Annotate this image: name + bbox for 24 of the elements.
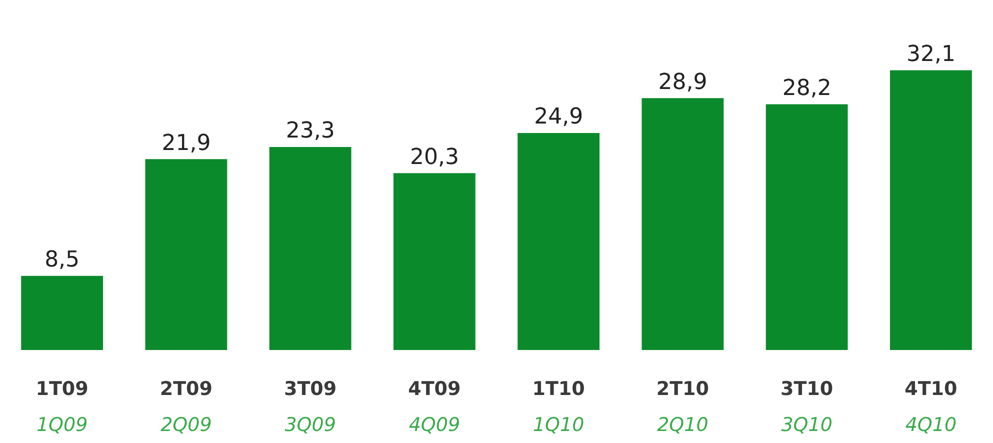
data-label: 21,9 (162, 130, 211, 156)
bar (518, 133, 600, 350)
bar (890, 70, 972, 350)
bar (766, 104, 848, 350)
x-tick-label: 2T10 2Q10 (656, 378, 709, 436)
x-tick-label: 1T09 1Q09 (36, 378, 88, 436)
bar (21, 276, 104, 350)
x-tick-label: 3T10 3Q10 (780, 378, 834, 436)
data-label: 24,9 (534, 104, 584, 130)
data-label: 28,9 (658, 70, 708, 95)
x-tick-label: 4T09 4Q09 (408, 378, 461, 436)
bar (393, 173, 476, 350)
bar (145, 159, 228, 350)
x-tick-label: 2T09 2Q09 (160, 378, 212, 436)
x-tick-label: 1T10 1Q10 (532, 378, 585, 436)
x-tick-label: 4T10 4Q10 (904, 378, 958, 436)
data-label: 28,2 (782, 76, 832, 101)
data-label: 20,3 (410, 144, 459, 170)
bar (269, 146, 352, 350)
data-label: 23,3 (286, 118, 335, 144)
bar (642, 98, 724, 350)
data-label: 32,1 (906, 42, 956, 67)
data-label: 8,5 (44, 248, 80, 273)
x-tick-label: 3T09 3Q09 (284, 378, 337, 436)
